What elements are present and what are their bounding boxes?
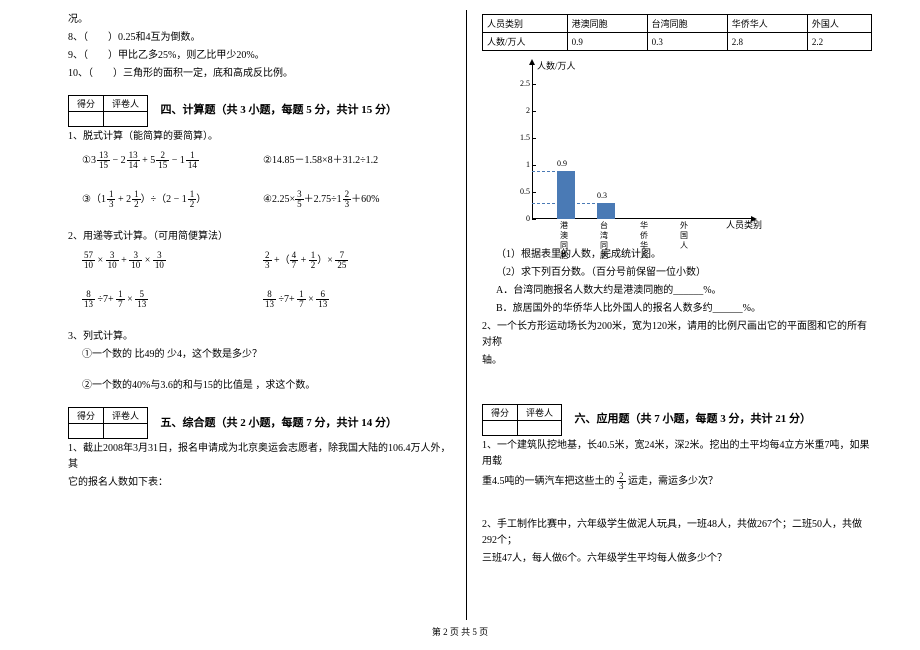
q2-label: 2、用递等式计算。（可用简便算法） (68, 229, 458, 245)
eq-3: ③（113 + 212）÷（2 − 112） (68, 190, 263, 209)
subq-b: B．旅居国外的华侨华人比外国人的报名人数多约______%。 (496, 301, 872, 317)
text: 9、（ ）甲比乙多25%，则乙比甲少20%。 (68, 48, 458, 64)
q2a: 2、一个长方形运动场长为200米，宽为120米，请用的比例尺画出它的平面图和它的… (482, 319, 872, 351)
q2b: 轴。 (482, 353, 872, 369)
q5-1b: 它的报名人数如下表： (68, 475, 458, 491)
q1-label: 1、脱式计算（能简算的要简算）。 (68, 129, 458, 145)
eq-7: 813 ÷7+ 17 × 513 (68, 290, 263, 309)
q3-2: ②一个数的40%与3.6的和与15的比值是 ，求这个数。 (82, 378, 458, 394)
bar-chart: 人数/万人 人员类别 00.511.522.50.90.3港澳同胞台湾同胞华侨华… (502, 59, 762, 239)
page-footer: 第 2 页 共 5 页 (0, 620, 920, 643)
score-box: 得分评卷人 (68, 95, 148, 127)
q6-2b: 三班47人，每人做6个。六年级学生平均每人做多少个？ (482, 551, 872, 567)
section-title-4: 四、计算题（共 3 小题，每题 5 分，共计 15 分） (161, 101, 398, 117)
q5-1a: 1、截止2008年3月31日，报名申请成为北京奥运会志愿者，除我国大陆的106.… (68, 441, 458, 473)
score-box: 得分评卷人 (68, 407, 148, 439)
text: 10、（ ）三角形的面积一定，底和高成反比例。 (68, 66, 458, 82)
subq-a: A．台湾同胞报名人数大约是港澳同胞的______%。 (496, 283, 872, 299)
section-title-6: 六、应用题（共 7 小题，每题 3 分，共计 21 分） (575, 410, 812, 426)
eq-5: 5710 × 310 + 310 × 310 (68, 251, 263, 270)
text: 况。 (68, 12, 458, 28)
eq-8: 813 ÷7+ 17 × 613 (263, 290, 458, 309)
text: 8、（ ）0.25和4互为倒数。 (68, 30, 458, 46)
eq-1: ①31315 − 21314 + 5215 − 1114 (68, 151, 263, 170)
section-title-5: 五、综合题（共 2 小题，每题 7 分，共计 14 分） (161, 414, 398, 430)
q3-label: 3、列式计算。 (68, 329, 458, 345)
q3-1: ①一个数的 比49的 少4，这个数是多少？ (82, 347, 458, 363)
q6-2a: 2、手工制作比赛中，六年级学生做泥人玩具，一班48人，共做267个；二班50人，… (482, 517, 872, 549)
eq-4: ④2.25×35＋2.75÷123＋60% (263, 190, 458, 209)
q6-1a: 1、一个建筑队挖地基，长40.5米，宽24米，深2米。挖出的土平均每4立方米重7… (482, 438, 872, 470)
score-box: 得分评卷人 (482, 404, 562, 436)
subq-2: （2）求下列百分数。（百分号前保留一位小数） (496, 265, 872, 281)
data-table: 人员类别港澳同胞台湾同胞华侨华人外国人 人数/万人0.90.32.82.2 (482, 14, 872, 51)
eq-2: ②14.85－1.58×8＋31.2÷1.2 (263, 151, 458, 170)
eq-6: 23 +（47 + 12）× 725 (263, 251, 458, 270)
q6-1b: 重4.5吨的一辆汽车把这些土的 23 运走，需运多少次？ (482, 472, 872, 491)
